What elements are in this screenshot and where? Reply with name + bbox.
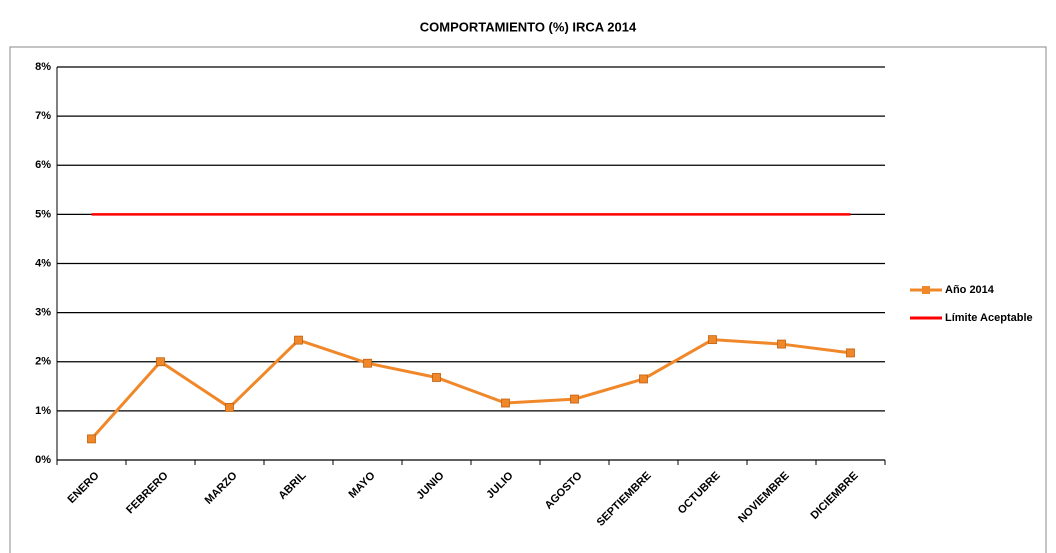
data-point [501,398,510,408]
legend-label: Límite Aceptable [945,312,1033,324]
chart-title: COMPORTAMIENTO (%) IRCA 2014 [420,19,637,34]
y-tick-label: 5% [35,208,51,220]
data-point [708,335,717,345]
y-tick-label: 0% [35,454,51,466]
data-point [87,434,96,444]
data-point [225,403,234,412]
data-point [432,373,441,382]
y-tick-label: 4% [35,257,51,269]
data-point [570,394,579,404]
y-tick-label: 8% [35,61,51,73]
legend-marker [922,286,930,294]
data-point [363,358,372,368]
series-line [90,338,851,440]
y-tick-label: 7% [35,110,51,122]
y-tick-label: 3% [35,307,51,319]
legend-label: Año 2014 [945,284,995,296]
y-tick-label: 6% [35,159,51,171]
chart-frame [9,46,1047,553]
y-tick-label: 1% [35,405,51,417]
data-point [294,335,303,345]
data-point [777,339,786,349]
data-point [639,374,648,384]
y-tick-label: 2% [35,356,51,368]
data-point [156,357,165,367]
data-point [846,348,855,358]
